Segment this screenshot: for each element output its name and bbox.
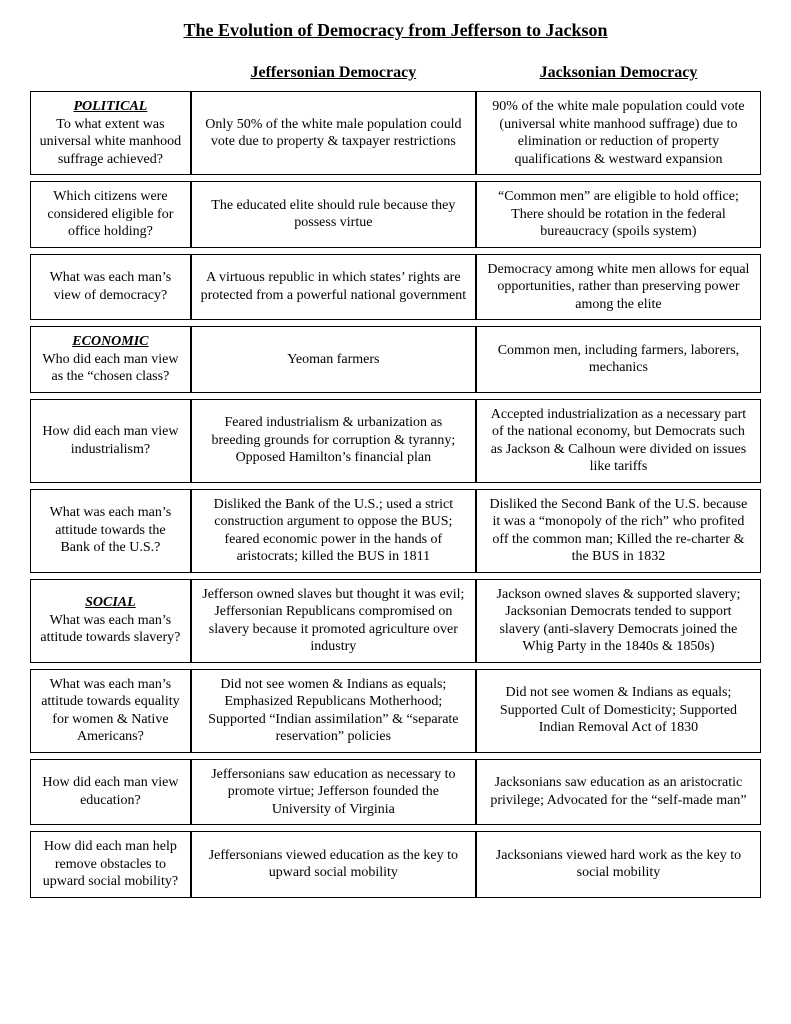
table-row: ECONOMIC Who did each man view as the “c… bbox=[30, 326, 761, 393]
jack-cell: Disliked the Second Bank of the U.S. bec… bbox=[476, 489, 761, 573]
question-cell: ECONOMIC Who did each man view as the “c… bbox=[30, 326, 191, 393]
page-title: The Evolution of Democracy from Jefferso… bbox=[30, 20, 761, 41]
table-row: SOCIAL What was each man’s attitude towa… bbox=[30, 579, 761, 663]
blank-header bbox=[30, 57, 191, 85]
question-cell: Which citizens were considered eligible … bbox=[30, 181, 191, 248]
comparison-table: Jeffersonian Democracy Jacksonian Democr… bbox=[30, 51, 761, 904]
jack-cell: 90% of the white male population could v… bbox=[476, 91, 761, 175]
table-row: How did each man view education? Jeffers… bbox=[30, 759, 761, 826]
jack-cell: Accepted industrialization as a necessar… bbox=[476, 399, 761, 483]
jack-cell: Democracy among white men allows for equ… bbox=[476, 254, 761, 321]
table-row: How did each man view industrialism? Fea… bbox=[30, 399, 761, 483]
section-label-political: POLITICAL bbox=[39, 98, 182, 116]
question-text: What was each man’s attitude towards sla… bbox=[40, 613, 180, 646]
jeff-cell: A virtuous republic in which states’ rig… bbox=[191, 254, 476, 321]
jeffersonian-header: Jeffersonian Democracy bbox=[191, 57, 476, 85]
jack-cell: Jacksonians viewed hard work as the key … bbox=[476, 831, 761, 898]
question-cell: What was each man’s attitude towards equ… bbox=[30, 669, 191, 753]
jeff-cell: Yeoman farmers bbox=[191, 326, 476, 393]
jeff-cell: Jeffersonians saw education as necessary… bbox=[191, 759, 476, 826]
table-row: What was each man’s attitude towards the… bbox=[30, 489, 761, 573]
jeff-cell: Jefferson owned slaves but thought it wa… bbox=[191, 579, 476, 663]
jack-cell: Jacksonians saw education as an aristocr… bbox=[476, 759, 761, 826]
question-text: Who did each man view as the “chosen cla… bbox=[42, 352, 178, 385]
section-label-economic: ECONOMIC bbox=[39, 333, 182, 351]
table-row: What was each man’s view of democracy? A… bbox=[30, 254, 761, 321]
table-row: POLITICAL To what extent was universal w… bbox=[30, 91, 761, 175]
jeff-cell: The educated elite should rule because t… bbox=[191, 181, 476, 248]
question-cell: How did each man view industrialism? bbox=[30, 399, 191, 483]
table-row: Which citizens were considered eligible … bbox=[30, 181, 761, 248]
question-cell: POLITICAL To what extent was universal w… bbox=[30, 91, 191, 175]
jeff-cell: Jeffersonians viewed education as the ke… bbox=[191, 831, 476, 898]
question-cell: SOCIAL What was each man’s attitude towa… bbox=[30, 579, 191, 663]
table-row: What was each man’s attitude towards equ… bbox=[30, 669, 761, 753]
jack-cell: Did not see women & Indians as equals; S… bbox=[476, 669, 761, 753]
jack-cell: Common men, including farmers, laborers,… bbox=[476, 326, 761, 393]
table-row: How did each man help remove obstacles t… bbox=[30, 831, 761, 898]
jacksonian-header: Jacksonian Democracy bbox=[476, 57, 761, 85]
header-row: Jeffersonian Democracy Jacksonian Democr… bbox=[30, 57, 761, 85]
jeff-cell: Only 50% of the white male population co… bbox=[191, 91, 476, 175]
question-text: To what extent was universal white manho… bbox=[40, 117, 182, 167]
section-label-social: SOCIAL bbox=[39, 594, 182, 612]
question-cell: What was each man’s attitude towards the… bbox=[30, 489, 191, 573]
question-cell: How did each man help remove obstacles t… bbox=[30, 831, 191, 898]
question-cell: What was each man’s view of democracy? bbox=[30, 254, 191, 321]
jack-cell: Jackson owned slaves & supported slavery… bbox=[476, 579, 761, 663]
question-cell: How did each man view education? bbox=[30, 759, 191, 826]
jack-cell: “Common men” are eligible to hold office… bbox=[476, 181, 761, 248]
jeff-cell: Did not see women & Indians as equals; E… bbox=[191, 669, 476, 753]
jeff-cell: Disliked the Bank of the U.S.; used a st… bbox=[191, 489, 476, 573]
jeff-cell: Feared industrialism & urbanization as b… bbox=[191, 399, 476, 483]
